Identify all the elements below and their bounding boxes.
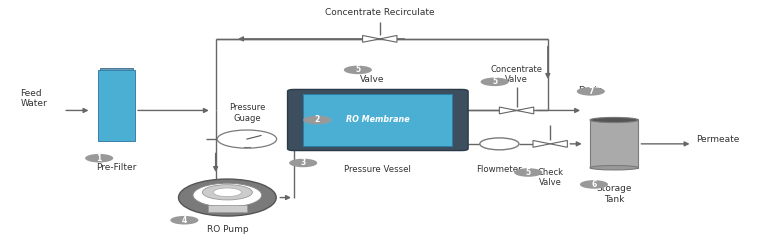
Polygon shape xyxy=(380,36,397,42)
FancyBboxPatch shape xyxy=(207,205,247,212)
Text: 3: 3 xyxy=(301,158,306,168)
Text: 1: 1 xyxy=(96,154,102,163)
Text: 5: 5 xyxy=(492,77,497,86)
Text: Feed
Water: Feed Water xyxy=(20,89,47,108)
Circle shape xyxy=(289,159,317,167)
FancyBboxPatch shape xyxy=(590,120,638,168)
Text: RO Membrane: RO Membrane xyxy=(346,115,410,125)
Text: Pre-Filter: Pre-Filter xyxy=(96,163,136,172)
Circle shape xyxy=(85,154,114,162)
Text: Permeate: Permeate xyxy=(696,135,740,144)
FancyBboxPatch shape xyxy=(98,70,135,141)
Text: Check
Valve: Check Valve xyxy=(537,168,563,187)
Text: Pressure Vessel: Pressure Vessel xyxy=(345,165,411,174)
Circle shape xyxy=(577,87,605,96)
Ellipse shape xyxy=(590,166,638,170)
Circle shape xyxy=(303,116,331,124)
Text: 5: 5 xyxy=(525,168,531,177)
Text: 4: 4 xyxy=(182,216,187,225)
Circle shape xyxy=(378,38,381,39)
Ellipse shape xyxy=(193,183,262,207)
Circle shape xyxy=(213,188,241,197)
Polygon shape xyxy=(550,140,568,147)
Circle shape xyxy=(171,216,198,224)
Text: 6: 6 xyxy=(591,180,597,189)
Polygon shape xyxy=(533,140,550,147)
Ellipse shape xyxy=(590,117,638,123)
FancyBboxPatch shape xyxy=(100,67,133,77)
Polygon shape xyxy=(363,36,380,42)
Circle shape xyxy=(515,110,518,111)
Text: Flowmeter: Flowmeter xyxy=(477,165,522,174)
Text: Storage
Tank: Storage Tank xyxy=(597,184,632,204)
Polygon shape xyxy=(517,107,534,114)
Circle shape xyxy=(344,66,372,74)
Text: RO Pump: RO Pump xyxy=(207,225,248,234)
Circle shape xyxy=(202,185,252,200)
Text: 2: 2 xyxy=(315,115,320,125)
Circle shape xyxy=(217,130,276,148)
Text: Pressure
Guage: Pressure Guage xyxy=(229,103,265,123)
Ellipse shape xyxy=(179,179,276,216)
Circle shape xyxy=(480,138,519,150)
Text: Valve: Valve xyxy=(359,75,384,84)
Text: Concentrate
Valve: Concentrate Valve xyxy=(491,65,543,84)
Polygon shape xyxy=(500,107,517,114)
FancyBboxPatch shape xyxy=(287,90,468,150)
Circle shape xyxy=(481,78,509,86)
FancyBboxPatch shape xyxy=(303,94,453,146)
Circle shape xyxy=(514,168,543,177)
Text: Drain: Drain xyxy=(579,86,603,95)
Text: 5: 5 xyxy=(355,65,360,74)
Circle shape xyxy=(580,180,608,189)
Text: 7: 7 xyxy=(588,87,594,96)
Text: Concentrate Recirculate: Concentrate Recirculate xyxy=(325,8,435,17)
